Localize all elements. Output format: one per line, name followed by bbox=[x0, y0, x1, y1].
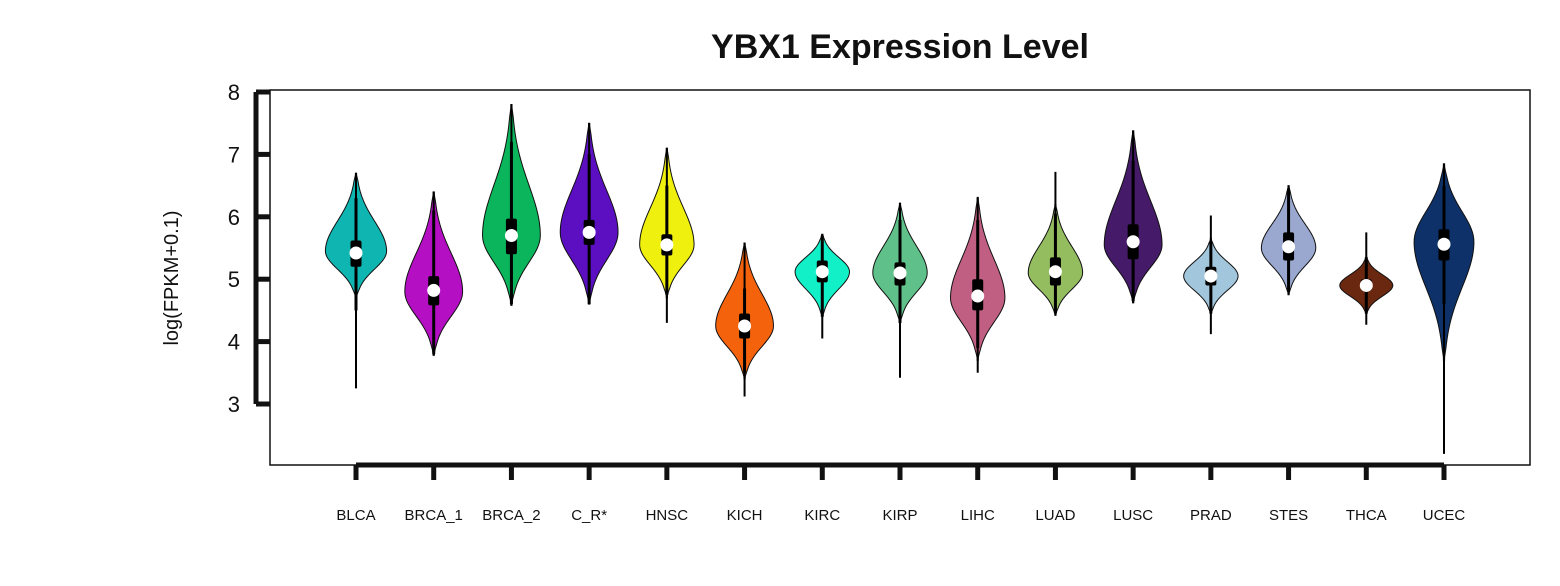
violin-prad bbox=[1183, 215, 1239, 335]
violin-blca bbox=[324, 172, 388, 389]
violin-median-dot bbox=[1359, 278, 1373, 292]
violin-lihc bbox=[950, 196, 1006, 373]
x-tick-label: STES bbox=[1269, 507, 1308, 524]
violin-median-dot bbox=[349, 246, 363, 260]
y-tick-label: 5 bbox=[228, 267, 240, 292]
violin-kirp bbox=[872, 202, 928, 378]
violin-median-dot bbox=[1126, 235, 1140, 249]
violin-c-r- bbox=[559, 122, 619, 305]
violin-luad bbox=[1027, 171, 1084, 316]
violin-brca-2 bbox=[482, 103, 541, 306]
y-tick-label: 7 bbox=[228, 142, 240, 167]
violin-brca-1 bbox=[404, 191, 464, 356]
y-axis: 3 4 5 6 7 8 bbox=[228, 80, 270, 417]
violin-median-dot bbox=[1048, 265, 1062, 279]
violin-median-dot bbox=[427, 283, 441, 297]
x-tick-label: C_R* bbox=[571, 507, 607, 524]
x-tick-label: HNSC bbox=[646, 507, 689, 524]
violin-thca bbox=[1339, 232, 1394, 325]
violin-median-dot bbox=[1437, 237, 1451, 251]
violin-median-dot bbox=[738, 319, 752, 333]
x-tick-label: BRCA_2 bbox=[482, 507, 540, 524]
x-tick-label: LUAD bbox=[1035, 507, 1075, 524]
y-tick-label: 3 bbox=[228, 392, 240, 417]
violin-ucec bbox=[1413, 163, 1475, 454]
violin-median-dot bbox=[1204, 269, 1218, 283]
violin-lusc bbox=[1103, 130, 1163, 304]
violin-median-dot bbox=[893, 266, 907, 280]
y-tick-label: 6 bbox=[228, 205, 240, 230]
x-tick-label: PRAD bbox=[1190, 507, 1232, 524]
chart-title: YBX1 Expression Level bbox=[711, 28, 1089, 66]
violin-median-dot bbox=[660, 238, 674, 252]
x-tick-label: BRCA_1 bbox=[405, 507, 463, 524]
violin-kich bbox=[715, 242, 774, 397]
violin-median-dot bbox=[582, 225, 596, 239]
x-tick-label: KIRP bbox=[882, 507, 917, 524]
violin-median-dot bbox=[1282, 240, 1296, 254]
x-tick-label: UCEC bbox=[1423, 507, 1466, 524]
violin-kirc bbox=[794, 233, 850, 339]
violin-hnsc bbox=[639, 147, 695, 323]
violins-group bbox=[324, 103, 1475, 454]
x-tick-label: KIRC bbox=[804, 507, 840, 524]
x-tick-label: THCA bbox=[1346, 507, 1387, 524]
x-tick-label: LUSC bbox=[1113, 507, 1153, 524]
x-tick-label: KICH bbox=[727, 507, 763, 524]
violin-median-dot bbox=[815, 265, 829, 279]
x-tick-label: LIHC bbox=[961, 507, 995, 524]
violin-stes bbox=[1260, 185, 1317, 296]
x-tick-label: BLCA bbox=[336, 507, 375, 524]
violin-median-dot bbox=[504, 229, 518, 243]
y-axis-label: log(FPKM+0.1) bbox=[161, 210, 183, 345]
y-tick-label: 4 bbox=[228, 330, 240, 355]
violin-median-dot bbox=[971, 289, 985, 303]
x-axis: BLCA BRCA_1 BRCA_2 C_R* HNSC KICH KIRC KIRP LIHC… bbox=[336, 462, 1466, 524]
y-tick-label: 8 bbox=[228, 80, 240, 105]
